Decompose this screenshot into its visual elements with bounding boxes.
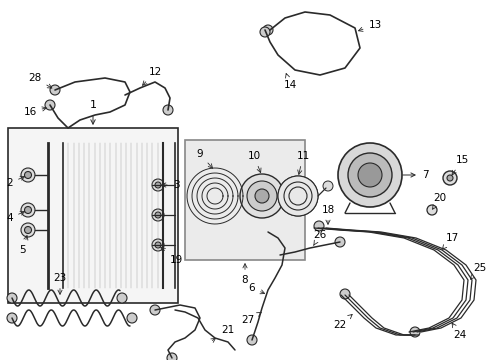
Text: 14: 14: [283, 73, 296, 90]
Text: 4: 4: [7, 211, 24, 223]
Circle shape: [150, 305, 160, 315]
Circle shape: [313, 221, 324, 231]
Circle shape: [357, 163, 381, 187]
Circle shape: [152, 179, 163, 191]
Circle shape: [21, 203, 35, 217]
Circle shape: [426, 205, 436, 215]
Circle shape: [7, 313, 17, 323]
Circle shape: [50, 85, 60, 95]
Text: 1: 1: [89, 100, 96, 124]
Circle shape: [163, 105, 173, 115]
Circle shape: [334, 237, 345, 247]
Text: 23: 23: [53, 273, 66, 294]
Circle shape: [347, 153, 391, 197]
Text: 2: 2: [7, 176, 24, 188]
Circle shape: [24, 226, 31, 234]
Circle shape: [21, 168, 35, 182]
Circle shape: [21, 223, 35, 237]
Circle shape: [446, 175, 452, 181]
Text: 3: 3: [162, 180, 179, 190]
Circle shape: [155, 212, 161, 218]
Circle shape: [45, 100, 55, 110]
Text: 20: 20: [431, 193, 446, 209]
Circle shape: [246, 335, 257, 345]
Circle shape: [24, 207, 31, 213]
Text: 25: 25: [469, 263, 486, 279]
Circle shape: [155, 242, 161, 248]
Text: 10: 10: [247, 151, 261, 172]
Circle shape: [337, 143, 401, 207]
Text: 7: 7: [402, 170, 427, 180]
Text: 17: 17: [442, 233, 458, 249]
Circle shape: [24, 171, 31, 179]
Text: 28: 28: [28, 73, 52, 88]
Circle shape: [152, 209, 163, 221]
Circle shape: [7, 293, 17, 303]
Text: 9: 9: [196, 149, 212, 168]
Text: 21: 21: [210, 325, 234, 342]
Circle shape: [117, 293, 127, 303]
Circle shape: [155, 182, 161, 188]
Circle shape: [152, 239, 163, 251]
Text: 26: 26: [313, 230, 326, 245]
Text: 24: 24: [451, 323, 466, 340]
Circle shape: [127, 313, 137, 323]
Text: 27: 27: [241, 312, 261, 325]
Circle shape: [409, 327, 419, 337]
Circle shape: [167, 353, 177, 360]
Circle shape: [339, 289, 349, 299]
Text: 5: 5: [20, 235, 28, 255]
Text: 8: 8: [241, 264, 248, 285]
Text: 18: 18: [321, 205, 334, 224]
Text: 13: 13: [358, 20, 381, 31]
Circle shape: [246, 181, 276, 211]
Text: 19: 19: [161, 247, 182, 265]
Circle shape: [323, 181, 332, 191]
Circle shape: [442, 171, 456, 185]
Text: 11: 11: [296, 151, 309, 174]
Text: 16: 16: [23, 107, 46, 117]
Bar: [8, 128, 178, 303]
Text: 6: 6: [248, 283, 264, 294]
Text: 22: 22: [333, 314, 351, 330]
Bar: [184, 140, 305, 260]
Text: 15: 15: [451, 155, 468, 175]
Circle shape: [260, 27, 269, 37]
Text: 12: 12: [142, 67, 162, 85]
Circle shape: [240, 174, 284, 218]
Circle shape: [263, 25, 272, 35]
Circle shape: [254, 189, 268, 203]
Circle shape: [278, 176, 317, 216]
